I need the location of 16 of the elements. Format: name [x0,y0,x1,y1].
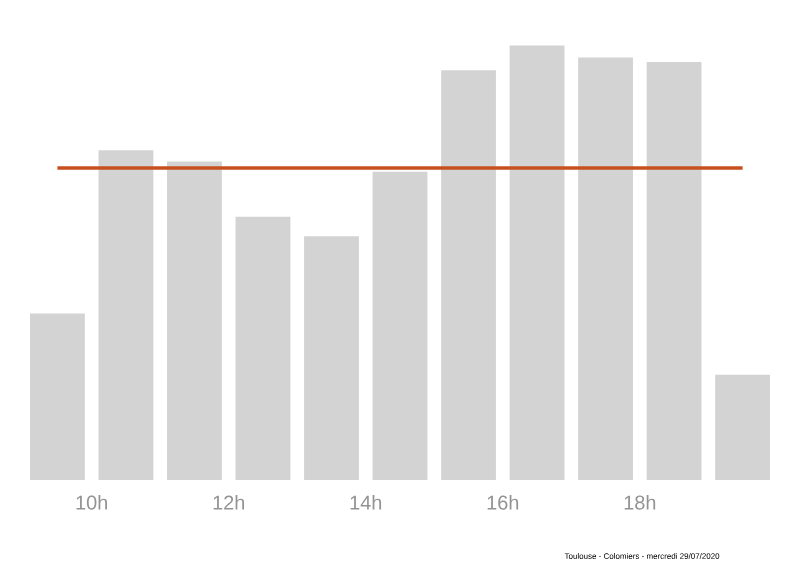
bar [646,61,702,480]
bar [509,45,565,480]
x-tick-label: 18h [624,495,656,510]
x-tick-label: 10h [76,495,107,510]
bar [578,57,633,480]
bar [30,313,85,480]
bar [715,374,771,480]
bar [167,161,222,480]
x-tick-label: 12h [213,495,245,510]
bar [372,171,428,480]
x-tick-label: 16h [487,495,519,510]
bar [98,150,154,480]
x-tick-label: 14h [350,495,382,510]
bar [441,70,496,480]
bar [304,236,359,480]
bar [235,216,291,480]
